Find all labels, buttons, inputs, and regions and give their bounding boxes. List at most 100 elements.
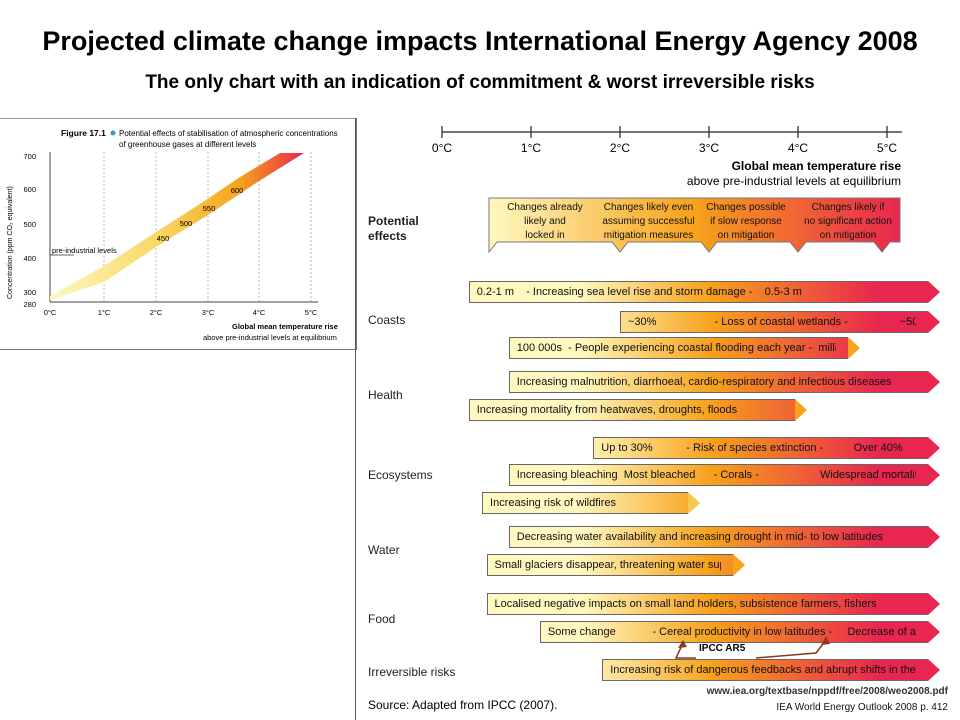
arrow-head-icon: [928, 281, 941, 303]
inset-band-label: 600: [231, 186, 244, 195]
arrow-head-icon: [928, 526, 941, 548]
callout-line: Changes already: [507, 202, 583, 213]
axis-tick-label: 0°C: [432, 141, 452, 155]
impact-arrow-label: Localised negative impacts on small land…: [494, 598, 877, 610]
inset-chart: Figure 17.1 Potential effects of stabili…: [0, 119, 356, 349]
callout-line: likely and: [524, 216, 566, 227]
inset-band-label: 450: [157, 234, 170, 243]
potential-effects-label: Potential effects: [368, 214, 419, 244]
arrow-head-icon: [928, 464, 941, 486]
inset-ylabel: Concentration (ppm CO₂ equivalent): [7, 186, 14, 299]
divider-line: [355, 118, 356, 720]
inset-xtick: 2°C: [150, 308, 163, 317]
axis-label-line2: above pre-industrial levels at equilibri…: [687, 174, 901, 188]
temperature-axis: 0°C 1°C 2°C 3°C 4°C 5°C Global mean temperatu…: [432, 126, 902, 188]
axis-tick-label: 1°C: [521, 141, 541, 155]
page-subtitle: The only chart with an indication of com…: [145, 72, 815, 93]
inset-xtick: 0°C: [44, 308, 57, 317]
arrow-head-icon: [928, 593, 941, 615]
callout-line: Changes likely if: [811, 202, 885, 213]
axis-tick-label: 4°C: [788, 141, 808, 155]
callout-line: assuming successful: [602, 216, 695, 227]
impact-arrow-bar: [486, 593, 929, 615]
callout-line: on mitigation: [819, 230, 877, 241]
inset-preindustrial-label: pre-industrial levels: [52, 246, 117, 255]
impact-arrow-bar: [508, 464, 929, 486]
arrow-head-icon: [848, 337, 861, 359]
inset-ytick: 300: [23, 288, 36, 297]
inset-ytick: 700: [23, 152, 36, 161]
impact-arrow-label: Increasing risk of dangerous feedbacks a…: [610, 664, 916, 676]
inset-xtick: 5°C: [305, 308, 318, 317]
category-irreversible-risks: Irreversible risks: [368, 665, 456, 679]
axis-tick-label: 2°C: [610, 141, 630, 155]
callout-box: Changes likely if no significant action on…: [796, 201, 900, 243]
impact-arrow-label: Some change - Cereal productivity in low…: [547, 626, 917, 638]
callout-box: Changes possible if slow response on mitig…: [696, 201, 796, 243]
inset-caption-1: Potential effects of stabilisation of at…: [119, 129, 338, 138]
arrow-head-icon: [928, 311, 941, 333]
inset-xlabel-1: Global mean temperature rise: [232, 322, 338, 331]
inset-xlabel-2: above pre-industrial levels at equilibri…: [203, 333, 337, 342]
callout-line: no significant action: [804, 216, 892, 227]
impact-arrow-bar: [539, 621, 929, 643]
inset-figure: Figure 17.1 Potential effects of stabili…: [0, 118, 357, 350]
figure-bullet-icon: [110, 130, 116, 136]
impact-arrow-bar: [602, 659, 929, 681]
impact-arrow: Decreasing water availability and increa…: [508, 526, 941, 548]
impact-arrow-label: Up to 30% - Risk of species extinction -…: [601, 442, 903, 454]
axis-tick-label: 3°C: [699, 141, 719, 155]
source-url: www.iea.org/textbase/nppdf/free/2008/weo…: [706, 686, 948, 697]
category-ecosystems: Ecosystems: [368, 468, 433, 482]
category-health: Health: [368, 388, 403, 402]
impact-arrow-label: Small glaciers disappear, threatening wa…: [494, 559, 721, 571]
page-title: Projected climate change impacts Interna…: [42, 26, 918, 56]
arrow-head-icon: [928, 371, 941, 393]
impact-arrow-bar: [620, 311, 929, 333]
impact-arrow-label: Decreasing water availability and increa…: [516, 531, 883, 543]
inset-xtick: 3°C: [202, 308, 215, 317]
inset-stabilisation-band: [50, 153, 304, 300]
impact-arrow-bar: [508, 526, 929, 548]
impact-arrow: Up to 30% - Risk of species extinction -…: [593, 437, 941, 459]
impact-arrow-bar: [508, 337, 849, 359]
inset-ytick: 500: [23, 220, 36, 229]
impact-arrow-bar: [468, 399, 795, 421]
impact-arrow: Increasing malnutrition, diarrhoeal, car…: [508, 371, 941, 393]
impact-arrow-label: 0.2-1 m - Increasing sea level rise and …: [476, 286, 802, 298]
impact-arrow-bar: [486, 554, 733, 576]
impact-arrow-label: ~30% - Loss of coastal wetlands - ~50%: [628, 316, 917, 328]
impact-arrow: Localised negative impacts on small land…: [486, 593, 941, 615]
category-food: Food: [368, 612, 396, 626]
callout-box: Changes already likely and locked in: [489, 201, 601, 243]
impact-arrow-bar: [482, 492, 689, 514]
arrow-head-icon: [928, 659, 941, 681]
inset-band-label: 550: [203, 204, 216, 213]
axis-label-line1: Global mean temperature rise: [732, 159, 902, 173]
callout-banner: [488, 197, 901, 254]
impact-arrow-bar: [593, 437, 929, 459]
callout-line: Changes possible: [706, 202, 786, 213]
impact-arrow-label: 100 000s - People experiencing coastal f…: [516, 342, 837, 354]
impact-arrow: Increasing bleaching Most bleached - Cor…: [508, 464, 941, 486]
impact-arrow: Increasing risk of wildfires: [482, 492, 701, 514]
source-note: Source: Adapted from IPCC (2007).: [368, 698, 558, 712]
arrow-head-icon: [732, 554, 745, 576]
callout-line: on mitigation: [717, 230, 775, 241]
iea-reference: IEA World Energy Outlook 2008 p. 412: [776, 702, 948, 713]
callout-line: Changes likely even: [603, 202, 694, 213]
impact-arrow: ~30% - Loss of coastal wetlands - ~50%: [620, 311, 941, 333]
impact-arrow-bar: [468, 281, 929, 303]
inset-ytick: 400: [23, 254, 36, 263]
inset-figure-label: Figure 17.1: [61, 128, 106, 138]
callout-line: locked in: [525, 230, 565, 241]
impact-arrow-label: Increasing bleaching Most bleached - Cor…: [516, 469, 917, 481]
arrow-head-icon: [688, 492, 701, 514]
inset-xtick: 4°C: [253, 308, 266, 317]
arrow-head-icon: [928, 437, 941, 459]
impact-arrow: Small glaciers disappear, threatening wa…: [486, 554, 745, 576]
impact-arrow-label: Increasing mortality from heatwaves, dro…: [476, 404, 738, 416]
callout-line: mitigation measures: [603, 230, 694, 241]
impact-arrow: Some change - Cereal productivity in low…: [539, 621, 941, 643]
impact-arrow: 0.2-1 m - Increasing sea level rise and …: [468, 281, 941, 303]
